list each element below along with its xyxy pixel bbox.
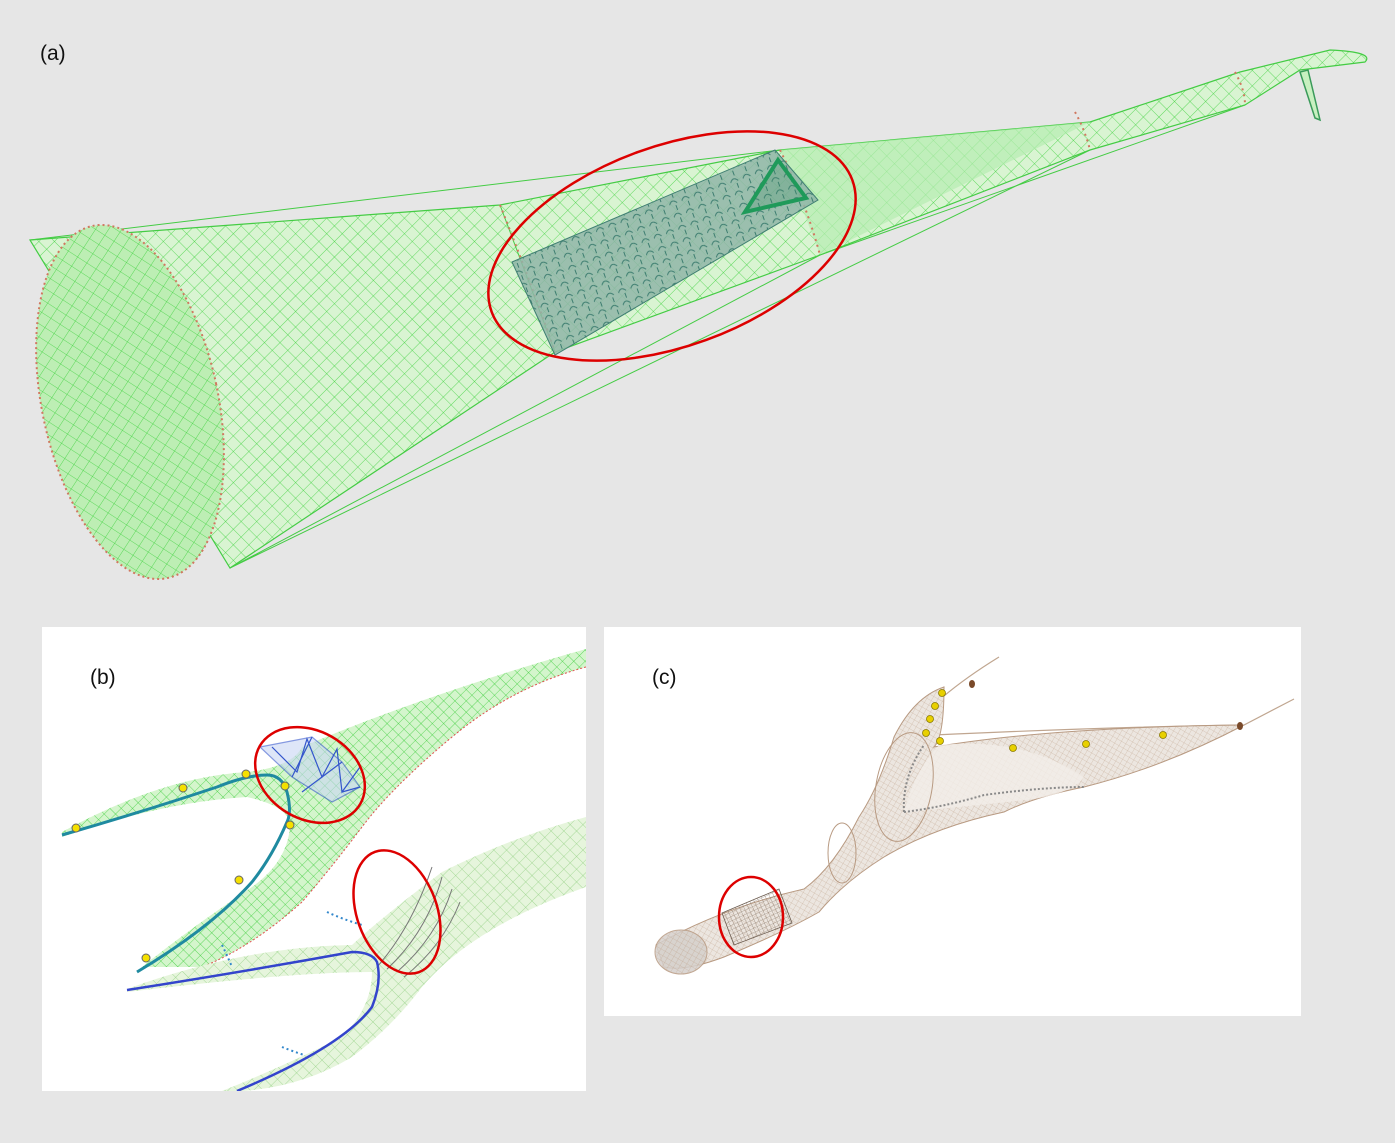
codend-bulb <box>654 929 708 975</box>
float-icon <box>241 769 251 779</box>
panel-a-trawl-net-3d-model: (a) <box>28 42 1368 581</box>
panel-c-label: (c) <box>652 666 677 689</box>
panel-c-drawing <box>654 656 1295 975</box>
float-icon <box>234 875 244 885</box>
curved-panel-lines <box>376 866 461 978</box>
lower-wing-net <box>127 817 586 1091</box>
float-icon <box>922 729 930 737</box>
footrope <box>126 950 380 1091</box>
trawl-body-cone <box>28 49 1368 569</box>
headline-rope <box>61 773 291 974</box>
dense-mesh-section[interactable] <box>721 888 793 946</box>
float-icon <box>931 702 939 710</box>
float-icon <box>285 820 295 830</box>
lower-panel-sheet <box>780 122 1090 255</box>
seam-markers <box>221 911 363 1056</box>
door-weights <box>969 680 1243 730</box>
panel-a-label: (a) <box>40 42 66 65</box>
float-icon <box>1159 731 1167 739</box>
panel-b-wing-detail: (b) <box>42 627 586 1091</box>
weight-icon <box>1237 722 1243 730</box>
selected-mesh-panel[interactable] <box>511 149 819 356</box>
float-icon <box>926 715 934 723</box>
float-icon <box>1082 740 1090 748</box>
float-icon <box>936 737 944 745</box>
floats <box>922 689 1167 752</box>
triangulated-mesh-region[interactable] <box>258 736 361 803</box>
float-icon <box>141 953 151 963</box>
footrope-beads <box>902 744 1085 813</box>
highlight-ellipse-c <box>717 875 785 959</box>
codend-handle <box>1299 69 1322 122</box>
highlight-ellipse-a <box>487 130 857 362</box>
float-icon <box>280 781 290 791</box>
float-icon <box>1009 744 1017 752</box>
floats <box>71 769 295 963</box>
panel-c-rendered-trawl: (c) <box>604 627 1301 1016</box>
float-icon <box>71 823 81 833</box>
net-mouth-ellipse <box>35 223 225 581</box>
selection-triangle-icon[interactable] <box>740 156 810 216</box>
upper-wing-net <box>62 649 586 968</box>
float-icon <box>938 689 946 697</box>
trawl-net-body <box>655 686 1245 969</box>
weight-icon <box>969 680 975 688</box>
float-icon <box>178 783 188 793</box>
highlight-ellipse-b1 <box>253 725 367 825</box>
panel-a-drawing <box>28 49 1368 581</box>
highlight-ellipse-b2 <box>352 849 442 975</box>
panel-b-label: (b) <box>90 666 116 689</box>
panel-b-drawing <box>61 649 586 1091</box>
